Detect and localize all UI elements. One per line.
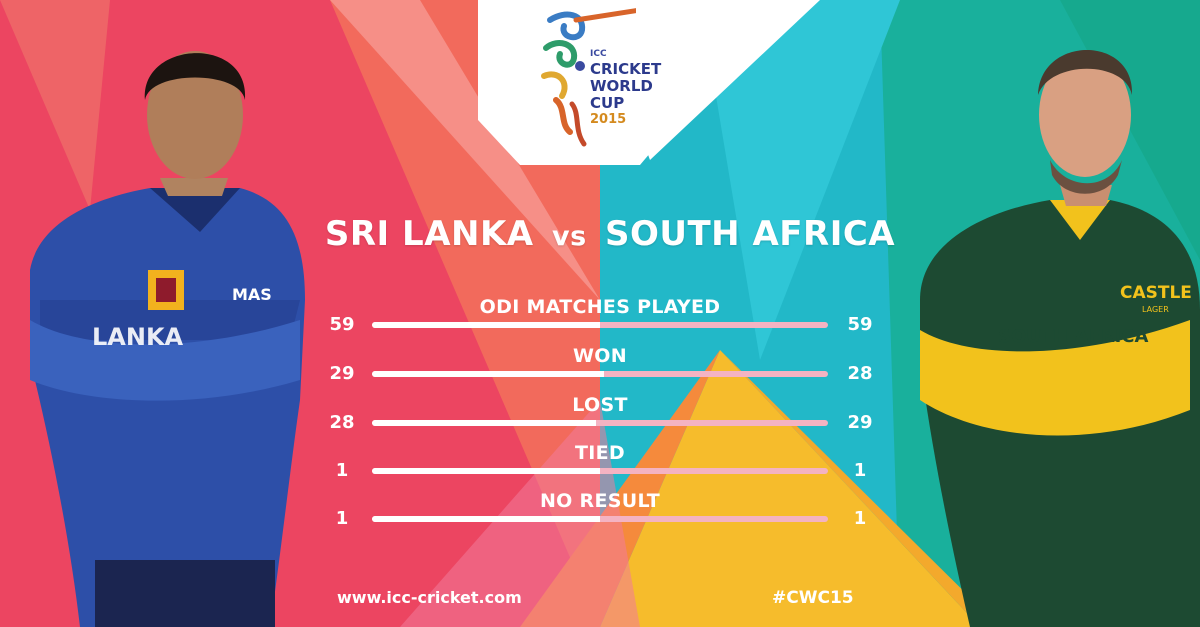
stat-comparison-bar [372,516,828,522]
stat-row-won: WON 29 28 [320,345,880,389]
stat-right-value: 1 [853,460,867,481]
stat-right-value: 59 [847,314,873,335]
stat-bar-left-fill [372,468,600,474]
stat-bar-left-fill [372,516,600,522]
stat-label: WON [573,345,627,367]
south-africa-player-photo: CASTLE LAGER SOUTH AFRICA [920,50,1200,627]
right-jersey-sponsor-sub: LAGER [1142,305,1169,314]
logo-cup-text: CUP [590,94,625,112]
left-jersey-text: LANKA [92,323,184,351]
cricket-world-cup-logo: ICC CRICKET WORLD CUP 2015 [478,0,678,165]
stat-left-value: 28 [329,412,355,433]
batsman-emblem-icon [541,8,636,147]
logo-year-text: 2015 [590,112,627,127]
stat-bar-left-fill [372,322,600,328]
left-jersey-sponsor: MAS [232,285,272,304]
stat-row-no-result: NO RESULT 1 1 [320,490,880,534]
right-jersey-text: SOUTH AFRICA [998,326,1148,347]
right-jersey-sponsor: CASTLE [1120,283,1192,303]
stat-comparison-bar [372,420,828,426]
stat-left-value: 29 [329,363,355,384]
stat-right-value: 29 [847,412,873,433]
stat-comparison-bar [372,468,828,474]
stat-label: NO RESULT [539,490,660,512]
stat-label: LOST [572,394,628,416]
logo-icc-text: ICC [590,49,607,59]
stat-left-value: 1 [335,460,349,481]
stat-row-lost: LOST 28 29 [320,394,880,438]
team-a-name: SRI LANKA [324,214,534,254]
stat-row-tied: TIED 1 1 [320,442,880,486]
stat-left-value: 59 [329,314,355,335]
stat-label: ODI MATCHES PLAYED [479,296,721,318]
stat-comparison-bar [372,322,828,328]
versus-label: vs [551,221,587,252]
hashtag-label: #CWC15 [772,588,854,608]
logo-world-text: WORLD [590,77,653,95]
logo-cricket-text: CRICKET [590,60,662,78]
stat-right-value: 28 [847,363,873,384]
stat-row-matches-played: ODI MATCHES PLAYED 59 59 [320,296,880,340]
stat-left-value: 1 [335,508,349,529]
stat-bar-left-fill [372,371,605,377]
stat-comparison-bar [372,371,828,377]
team-b-name: SOUTH AFRICA [604,214,896,254]
stat-bar-left-fill [372,420,596,426]
stat-label: TIED [575,442,625,464]
stat-right-value: 1 [853,508,867,529]
website-link[interactable]: www.icc-cricket.com [337,588,522,607]
matchup-title: SRI LANKA vs SOUTH AFRICA [300,214,920,254]
sri-lanka-player-photo: MAS LANKA [30,51,305,627]
